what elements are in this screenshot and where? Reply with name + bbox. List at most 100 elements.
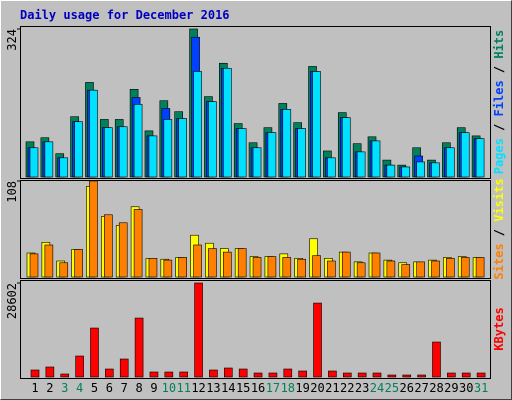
bar (431, 260, 440, 278)
bar (327, 157, 336, 178)
bar (29, 147, 39, 178)
x-tick-label: 26 (400, 381, 414, 395)
bar (461, 372, 471, 378)
bar (313, 302, 322, 378)
legend-entry: Pages (492, 138, 506, 174)
chart-title: Daily usage for December 2016 (20, 8, 230, 22)
x-tick-label: 19 (295, 381, 309, 395)
x-tick-label: 20 (310, 381, 324, 395)
bar (208, 101, 217, 178)
bar (431, 162, 440, 178)
bar (133, 104, 143, 178)
x-tick-label: 27 (414, 381, 428, 395)
bar (402, 374, 412, 378)
bar (45, 366, 55, 378)
x-tick-label: 8 (135, 381, 142, 395)
bar (29, 253, 39, 278)
bar (90, 327, 99, 378)
x-tick-label: 1 (31, 381, 38, 395)
bar (357, 372, 367, 378)
bar (298, 370, 307, 378)
x-tick-label: 11 (176, 381, 190, 395)
legend-entry: Files (492, 80, 506, 116)
bar (178, 257, 187, 278)
x-tick-label: 15 (236, 381, 250, 395)
bar (89, 89, 98, 178)
bar (252, 257, 262, 278)
bar (446, 147, 455, 178)
bar (476, 372, 486, 378)
bar (134, 317, 144, 378)
bar (252, 147, 262, 178)
bar (416, 261, 425, 278)
bar (417, 374, 426, 378)
x-tick-label: 21 (325, 381, 339, 395)
bar (386, 164, 396, 178)
bar (163, 259, 173, 278)
bar (356, 151, 366, 178)
bar (164, 371, 174, 378)
legend-entry: KBytes (492, 307, 506, 350)
x-tick-label: 2 (46, 381, 53, 395)
x-tick-label: 24 (370, 381, 384, 395)
bar (447, 372, 456, 378)
bar (178, 118, 187, 178)
bar (148, 135, 158, 178)
bar (312, 255, 321, 278)
bar (193, 244, 202, 278)
bar (327, 260, 336, 278)
bar (268, 372, 278, 378)
bar (237, 128, 247, 178)
bar (341, 117, 351, 178)
bar (119, 358, 129, 378)
y-tick-label: 108 (5, 181, 19, 203)
bar (74, 121, 83, 178)
bar (149, 371, 159, 378)
x-tick-label: 28 (429, 381, 443, 395)
bar (59, 262, 69, 278)
bar (475, 257, 485, 278)
x-tick-label: 25 (385, 381, 399, 395)
bar (237, 248, 247, 278)
x-tick-label: 31 (474, 381, 488, 395)
bar (297, 128, 306, 178)
bar (312, 71, 321, 178)
bar (341, 251, 351, 278)
bar (328, 370, 337, 378)
x-tick-label: 13 (206, 381, 220, 395)
bar (342, 372, 352, 378)
bar (372, 372, 382, 378)
legend-entry: Hits (492, 30, 506, 59)
bar (282, 257, 292, 278)
x-tick-label: 4 (76, 381, 83, 395)
plot-area (20, 280, 491, 379)
bar (371, 140, 381, 178)
bar (282, 109, 292, 178)
bar (44, 141, 54, 178)
x-tick-label: 29 (444, 381, 458, 395)
bar (475, 138, 485, 178)
y-tick-label: 28602 (5, 283, 19, 319)
y-tick-label: 324 (5, 29, 19, 51)
bar (209, 369, 218, 378)
legend-separator: / (492, 116, 506, 138)
bar (253, 372, 263, 378)
bar (401, 166, 411, 178)
x-tick-label: 16 (251, 381, 265, 395)
bar (371, 252, 381, 278)
x-tick-label: 12 (191, 381, 205, 395)
bar (104, 127, 113, 178)
bar (75, 355, 84, 378)
bar (386, 260, 396, 278)
bar (267, 132, 277, 178)
bar (74, 249, 83, 278)
bar (44, 244, 54, 278)
x-tick-label: 7 (121, 381, 128, 395)
x-tick-label: 9 (150, 381, 157, 395)
bar (446, 258, 455, 278)
x-tick-label: 23 (355, 381, 369, 395)
bar (60, 373, 70, 378)
bar (105, 368, 114, 378)
